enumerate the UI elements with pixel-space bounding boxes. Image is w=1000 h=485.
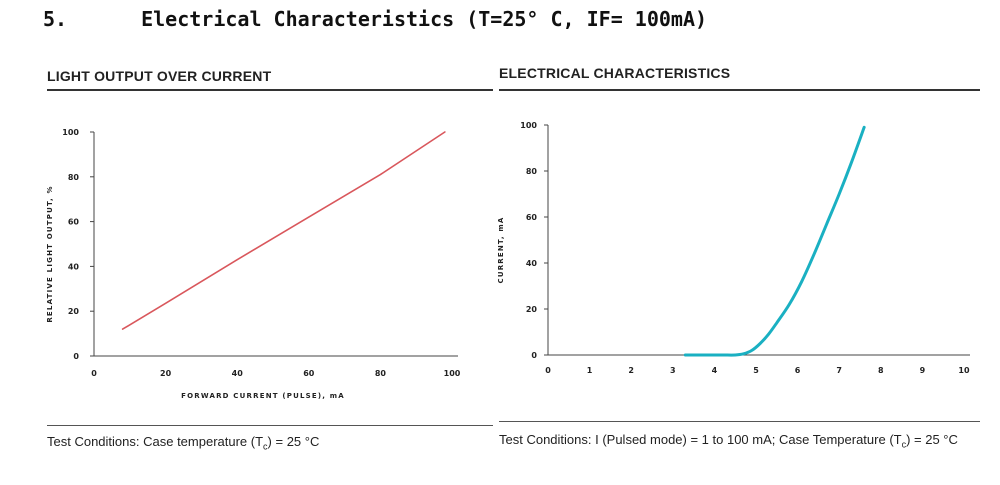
right-y-tick-label: 20	[526, 305, 538, 314]
right-x-tick-label: 10	[958, 366, 970, 375]
section-title: Electrical Characteristics (T=25° C, IF=…	[141, 7, 708, 31]
right-y-tick-label: 100	[520, 121, 537, 130]
left-x-tick-label: 60	[303, 369, 315, 378]
left-header-rule	[47, 89, 493, 91]
left-x-tick-label: 40	[232, 369, 244, 378]
left-x-tick-label: 100	[444, 369, 461, 378]
left-test-conditions: Test Conditions: Case temperature (Tc) =…	[47, 434, 319, 452]
right-conditions-suffix: ) = 25 °C	[906, 432, 958, 447]
left-y-tick-label: 80	[68, 173, 80, 182]
right-footer-rule	[499, 421, 980, 422]
left-x-tick-label: 0	[91, 369, 97, 378]
right-x-tick-label: 0	[545, 366, 551, 375]
right-y-tick-label: 0	[531, 351, 537, 360]
right-y-tick-label: 60	[526, 213, 538, 222]
left-conditions-suffix: ) = 25 °C	[267, 434, 320, 449]
right-series-line	[683, 125, 866, 357]
left-y-tick-label: 40	[68, 262, 80, 271]
left-y-axis-title: RELATIVE LIGHT OUTPUT, %	[46, 185, 54, 322]
left-conditions-sub: c	[263, 441, 268, 452]
right-x-tick-label: 6	[795, 366, 801, 375]
right-y-tick-label: 40	[526, 259, 538, 268]
right-conditions-text: Test Conditions: I (Pulsed mode) = 1 to …	[499, 432, 902, 447]
left-footer-rule	[47, 425, 493, 426]
section-heading: 5. Electrical Characteristics (T=25° C, I…	[43, 7, 707, 31]
left-x-axis-title: FORWARD CURRENT (PULSE), mA	[181, 392, 345, 400]
right-x-tick-label: 5	[753, 366, 759, 375]
right-conditions-sub: c	[901, 439, 907, 450]
right-x-tick-label: 4	[712, 366, 718, 375]
left-x-tick-label: 20	[160, 369, 172, 378]
right-x-tick-label: 1	[587, 366, 593, 375]
left-x-tick-label: 80	[375, 369, 387, 378]
left-y-tick-label: 100	[62, 128, 79, 137]
right-header-rule	[499, 89, 980, 91]
right-y-tick-label: 80	[526, 167, 538, 176]
right-x-tick-label: 8	[878, 366, 884, 375]
right-x-tick-label: 3	[670, 366, 676, 375]
left-y-tick-label: 0	[73, 352, 79, 361]
right-x-tick-label: 2	[628, 366, 634, 375]
left-conditions-text: Test Conditions: Case temperature (T	[47, 434, 264, 449]
right-x-tick-label: 9	[920, 366, 926, 375]
right-x-tick-label: 7	[836, 366, 842, 375]
left-y-tick-label: 60	[68, 218, 80, 227]
section-number: 5.	[43, 7, 68, 31]
right-test-conditions: Test Conditions: I (Pulsed mode) = 1 to …	[499, 432, 958, 450]
left-series-line	[121, 131, 446, 330]
left-chart-title: LIGHT OUTPUT OVER CURRENT	[47, 68, 272, 84]
left-y-tick-label: 20	[68, 307, 80, 316]
right-chart-title: ELECTRICAL CHARACTERISTICS	[499, 65, 731, 81]
right-y-axis-title: CURRENT, mA	[497, 216, 505, 283]
